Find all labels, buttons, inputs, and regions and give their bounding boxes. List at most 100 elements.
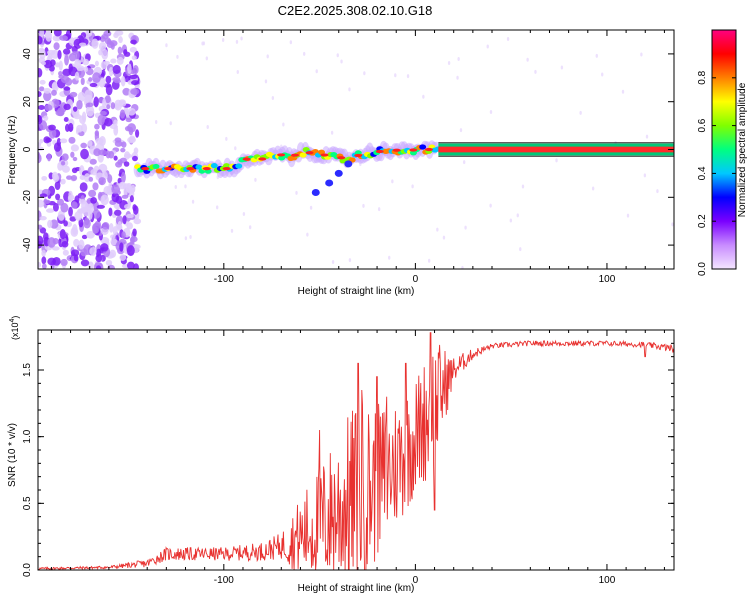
noise-speckle [117, 220, 122, 231]
noise-speckle [112, 226, 118, 237]
noise-speckle [109, 124, 118, 130]
noise-speckle [72, 156, 78, 162]
faint-speckle [591, 186, 595, 191]
noise-speckle [55, 193, 61, 201]
noise-speckle [120, 172, 126, 184]
noise-speckle [38, 47, 45, 53]
noise-speckle [59, 138, 68, 144]
spectrogram-x-ticks: -100 0 100 [50, 30, 665, 285]
noise-speckle [131, 80, 140, 86]
noise-speckle [38, 104, 45, 110]
noise-speckle [44, 104, 53, 112]
noise-speckle [119, 254, 127, 262]
faint-speckle [340, 59, 343, 64]
noise-speckle [132, 155, 138, 162]
noise-speckle [80, 77, 85, 86]
colorbar-tick-label: 0.4 [697, 166, 708, 180]
noise-speckle [47, 237, 56, 248]
noise-speckle [81, 201, 89, 212]
faint-speckle [506, 37, 510, 42]
faint-speckle [377, 207, 381, 212]
noise-speckle [83, 66, 89, 73]
noise-speckle [134, 83, 140, 90]
noise-speckle [121, 141, 127, 148]
faint-speckle [671, 222, 674, 227]
faint-speckle [254, 177, 257, 182]
noise-speckle [68, 136, 76, 144]
y-tick-label: 20 [22, 96, 33, 108]
faint-speckle [174, 185, 177, 190]
faint-speckle [534, 69, 537, 74]
snr-x-label: Height of straight line (km) [298, 583, 415, 594]
faint-speckle [348, 87, 351, 92]
ridge-blob [419, 144, 427, 150]
faint-speckle [519, 247, 522, 252]
noise-speckle [61, 165, 70, 173]
noise-speckle [76, 99, 83, 110]
snr-series-line [38, 332, 674, 570]
faint-speckle [486, 44, 489, 49]
faint-speckle [595, 53, 598, 58]
noise-speckle [98, 41, 107, 51]
noise-speckle [70, 151, 75, 158]
noise-speckle [127, 107, 136, 116]
faint-speckle [295, 190, 298, 195]
faint-speckle [315, 69, 318, 74]
faint-speckle [234, 146, 237, 151]
noise-speckle [94, 123, 100, 130]
noise-speckle [93, 148, 101, 157]
noise-speckle [121, 231, 126, 239]
noise-speckle [109, 249, 117, 258]
noise-speckle [51, 171, 58, 181]
y-tick-label: 0 [22, 146, 33, 152]
noise-speckle [118, 36, 123, 44]
noise-speckle [69, 216, 77, 222]
ridge-peak [164, 167, 173, 171]
noise-speckle [80, 259, 90, 267]
ridge-peak [375, 149, 384, 154]
noise-speckle [87, 203, 94, 214]
noise-speckle [135, 129, 140, 138]
noise-speckle [88, 77, 93, 82]
noise-speckle [106, 104, 111, 110]
colorbar-label: Normalized spectral amplitude [737, 82, 748, 217]
noise-speckle [67, 196, 73, 202]
noise-speckle [51, 82, 58, 90]
ridge-blob [299, 152, 307, 158]
noise-speckle [39, 138, 44, 144]
noise-speckle [89, 158, 97, 165]
x-tick-label: -100 [214, 575, 234, 586]
noise-speckle [63, 116, 69, 123]
noise-speckle [38, 261, 42, 268]
faint-speckle [289, 40, 293, 45]
faint-speckle [643, 173, 647, 178]
noise-speckle [116, 56, 124, 65]
noise-speckle [118, 100, 127, 107]
ridge-blob [152, 163, 160, 170]
noise-speckle [68, 206, 73, 217]
faint-speckle [436, 227, 439, 232]
noise-speckle [41, 249, 46, 257]
faint-speckle [457, 56, 460, 61]
noise-speckle [70, 174, 78, 182]
noise-speckle [101, 222, 110, 230]
faint-speckle [489, 203, 492, 208]
noise-speckle [76, 124, 83, 133]
noise-speckle [102, 98, 107, 109]
noise-speckle [73, 38, 82, 49]
colorbar-tick-label: 0.2 [697, 214, 708, 228]
faint-speckle [394, 73, 397, 78]
noise-speckle [105, 75, 112, 84]
noise-speckle [68, 53, 77, 62]
ridge-peak [202, 167, 211, 171]
noise-speckle [89, 247, 97, 256]
svg-text:(x104): (x104) [9, 316, 20, 340]
noise-speckle [85, 102, 94, 108]
noise-speckle [60, 178, 66, 185]
noise-speckle [45, 30, 53, 42]
noise-speckle [121, 194, 129, 199]
noise-speckle [101, 33, 109, 40]
noise-speckle [113, 155, 118, 161]
noise-speckle [108, 207, 113, 217]
noise-speckle [52, 202, 59, 212]
